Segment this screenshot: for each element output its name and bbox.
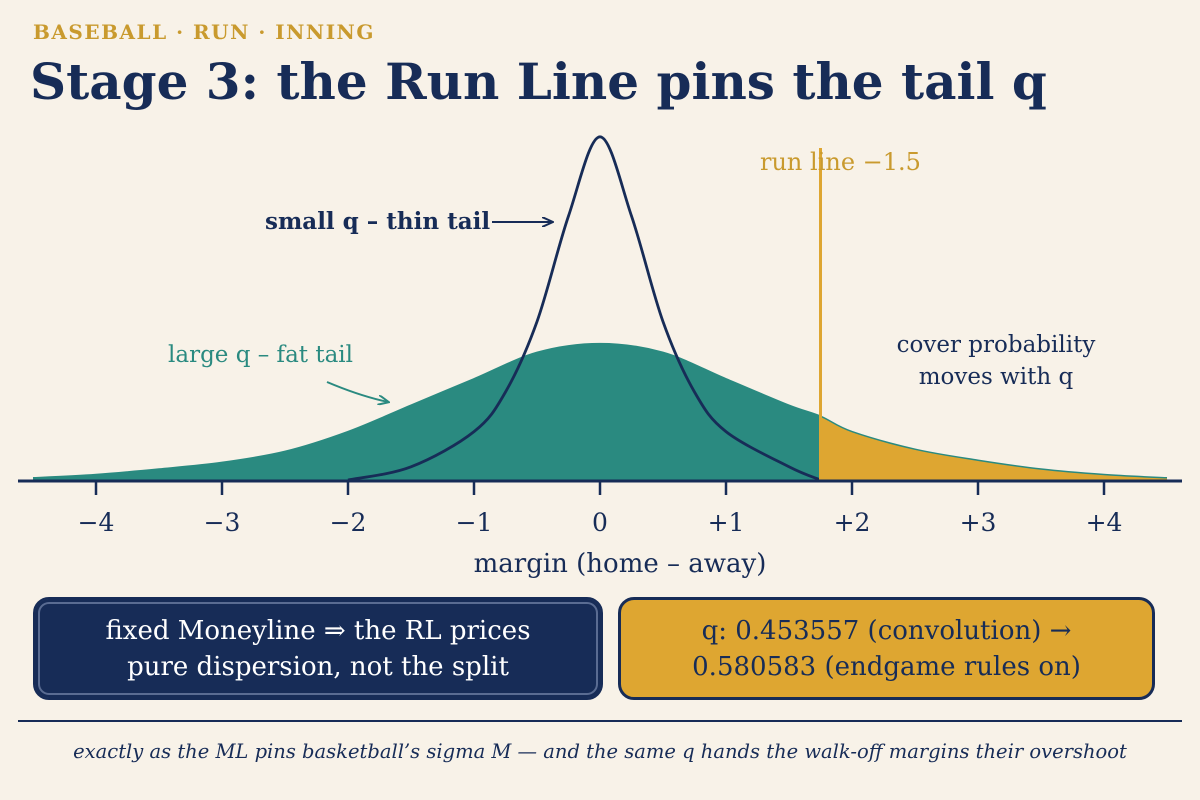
cover-tail-area bbox=[820, 416, 1167, 480]
x-axis-label: margin (home – away) bbox=[474, 549, 767, 579]
moneyline-note-box: fixed Moneyline ⇒ the RL prices pure dis… bbox=[33, 597, 603, 700]
x-tick-label: +1 bbox=[708, 508, 745, 537]
x-tick-label: 0 bbox=[592, 508, 608, 537]
x-tick-label: −4 bbox=[78, 508, 115, 537]
footnote: exactly as the ML pins basketball’s sigm… bbox=[73, 740, 1127, 763]
x-tick-label: −2 bbox=[330, 508, 367, 537]
moneyline-note-line2: pure dispersion, not the split bbox=[127, 651, 509, 682]
x-tick-label: −1 bbox=[456, 508, 493, 537]
x-tick-label: +3 bbox=[960, 508, 997, 537]
q-values-line1: q: 0.453557 (convolution) → bbox=[701, 615, 1072, 646]
fat-tail-label: large q – fat tail bbox=[168, 342, 353, 368]
run-line-label: run line −1.5 bbox=[760, 148, 921, 176]
q-values-line2: 0.580583 (endgame rules on) bbox=[692, 651, 1081, 682]
page-title: Stage 3: the Run Line pins the tail q bbox=[30, 52, 1047, 111]
q-values-box: q: 0.453557 (convolution) → 0.580583 (en… bbox=[618, 597, 1155, 700]
cover-probability-label-line1: cover probability bbox=[897, 332, 1096, 358]
thin-tail-curve bbox=[347, 135, 822, 482]
footer-divider bbox=[18, 720, 1182, 722]
kicker: BASEBALL · RUN · INNING bbox=[33, 20, 375, 44]
fat-tail-edge bbox=[32, 342, 1168, 479]
thin-tail-label: small q – thin tail bbox=[265, 208, 490, 235]
fat-tail-arrow bbox=[326, 381, 388, 402]
x-tick-label: +2 bbox=[834, 508, 871, 537]
moneyline-note-line1: fixed Moneyline ⇒ the RL prices bbox=[105, 615, 531, 646]
cover-probability-label-line2: moves with q bbox=[919, 364, 1074, 390]
x-axis-ticks: −4 −3 −2 −1 0 +1 +2 +3 +4 bbox=[78, 481, 1123, 537]
x-tick-label: +4 bbox=[1086, 508, 1123, 537]
x-tick-label: −3 bbox=[204, 508, 241, 537]
